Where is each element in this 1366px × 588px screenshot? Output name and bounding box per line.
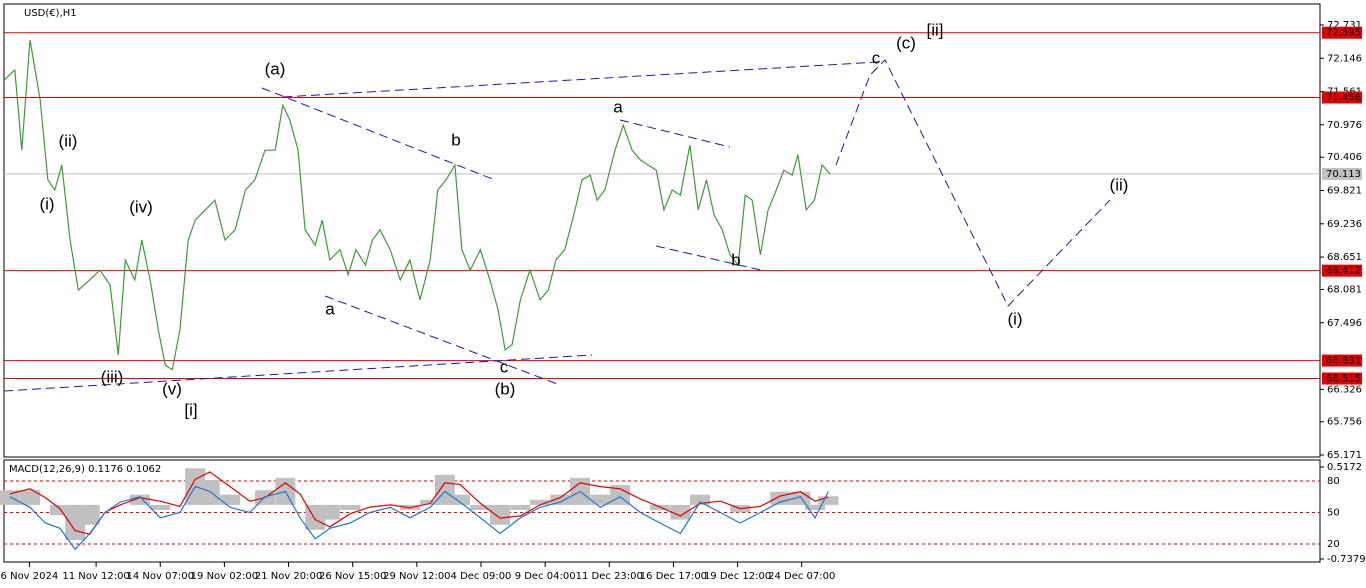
histogram-bar [79, 504, 100, 525]
histogram-bar [199, 479, 220, 505]
histogram-bar [490, 504, 511, 525]
level-label-box [1322, 91, 1362, 104]
wave-label: (b) [495, 379, 516, 398]
wave-lines [3, 59, 1111, 392]
histogram-bar [20, 490, 41, 505]
wave-label: (v) [162, 379, 182, 398]
projection-line [835, 59, 1111, 307]
y-tick-label: 0.5172 [1327, 462, 1362, 473]
level-label: 66.831 [1326, 356, 1361, 367]
y-tick-label: 69.236 [1327, 219, 1362, 230]
x-tick-label: 4 Dec 09:00 [451, 571, 512, 582]
y-tick-label: 68.081 [1327, 284, 1362, 295]
y-tick-label: -0.7379 [1327, 554, 1366, 565]
trend-line [619, 119, 731, 148]
level-label: 71.456 [1326, 93, 1361, 104]
y-tick-label: 72.731 [1327, 20, 1362, 31]
wave-label: a [325, 299, 335, 318]
y-tick-label: 72.146 [1327, 53, 1362, 64]
wave-label: (iii) [101, 367, 124, 386]
wave-label: (ii) [59, 131, 78, 150]
histogram-bar [550, 494, 571, 505]
histogram-bar [770, 491, 791, 505]
wave-label: b [731, 250, 740, 269]
y-tick-label: 70.406 [1327, 152, 1362, 163]
series-line [9, 485, 829, 551]
level-label-box [1322, 264, 1362, 277]
x-tick-label: 19 Dec 12:00 [704, 571, 771, 582]
y-tick-label: 68.651 [1327, 252, 1362, 263]
histogram-bar [420, 499, 441, 505]
y-tick-label: 65.171 [1327, 450, 1362, 461]
wave-label: (iv) [129, 197, 153, 216]
x-tick-label: 6 Nov 2024 [1, 571, 59, 582]
histogram-bar [510, 504, 531, 511]
trend-line [655, 245, 766, 272]
level-label: 68.412 [1326, 266, 1361, 277]
level-label-box [1322, 26, 1362, 39]
histogram-bar [150, 504, 171, 511]
chart-title: USD(€),H1 [24, 8, 77, 19]
histogram-bar [0, 490, 20, 505]
x-tick-label: 21 Nov 20:00 [255, 571, 322, 582]
wave-label: a [613, 97, 623, 116]
level-label: 70.113 [1326, 169, 1361, 180]
wave-label: c [872, 48, 881, 67]
x-tick-label: 19 Nov 02:00 [191, 571, 258, 582]
x-tick-label: 26 Nov 15:00 [319, 571, 386, 582]
series-line [9, 471, 829, 535]
wave-label: (c) [896, 33, 916, 52]
wave-label: (i) [1007, 309, 1022, 328]
level-label: 72.595 [1326, 28, 1361, 39]
x-tick-label: 24 Dec 07:00 [768, 571, 835, 582]
wave-label: (ii) [1110, 175, 1129, 194]
histogram-bar [470, 504, 491, 511]
plot-layer [0, 32, 1320, 551]
macd-panel [3, 459, 1321, 563]
x-tick-label: 9 Dec 04:00 [515, 571, 576, 582]
trend-line [282, 61, 879, 98]
histogram-bar [129, 494, 150, 505]
histogram-bar [220, 494, 241, 505]
wave-label: b [451, 130, 460, 149]
level-label-box [1322, 372, 1362, 385]
x-tick-label: 11 Dec 23:00 [576, 571, 643, 582]
histogram-bar [530, 499, 551, 505]
histogram-bar [590, 494, 611, 505]
trend-line [3, 354, 593, 392]
histogram-bar [670, 504, 691, 520]
y-tick-label: 66.326 [1327, 384, 1362, 395]
wave-label: (i) [39, 194, 54, 213]
level-label-box [1322, 167, 1362, 180]
histogram-bar [340, 504, 361, 511]
main-panel [3, 3, 1321, 458]
wave-label: [i] [184, 400, 197, 419]
y2-tick-label: 20 [1327, 539, 1340, 550]
histogram-bar [690, 494, 711, 505]
histogram-bar [319, 504, 340, 520]
y-tick-label: 65.756 [1327, 417, 1362, 428]
wave-label: [ii] [927, 20, 944, 39]
y-tick-label: 69.821 [1327, 186, 1362, 197]
histogram-bar [49, 504, 70, 516]
x-tick-label: 29 Nov 12:00 [383, 571, 450, 582]
y2-tick-label: 50 [1327, 508, 1340, 519]
x-tick-label: 16 Dec 17:00 [640, 571, 707, 582]
histogram-bar [818, 496, 839, 505]
level-label: 66.515 [1326, 374, 1361, 385]
y2-tick-label: 80 [1327, 476, 1340, 487]
wave-label: c [500, 357, 509, 376]
y-tick-label: 67.496 [1327, 318, 1362, 329]
wave-label: (a) [265, 59, 286, 78]
y-tick-label: 70.976 [1327, 120, 1362, 131]
indicator-title: MACD(12,26,9) 0.1176 0.1062 [9, 464, 161, 475]
histogram-bar [450, 494, 471, 505]
x-tick-label: 14 Nov 07:00 [127, 571, 194, 582]
series-line [3, 39, 831, 371]
level-label-box [1322, 354, 1362, 367]
x-tick-label: 11 Nov 12:00 [62, 571, 129, 582]
histogram-bar [805, 504, 826, 511]
